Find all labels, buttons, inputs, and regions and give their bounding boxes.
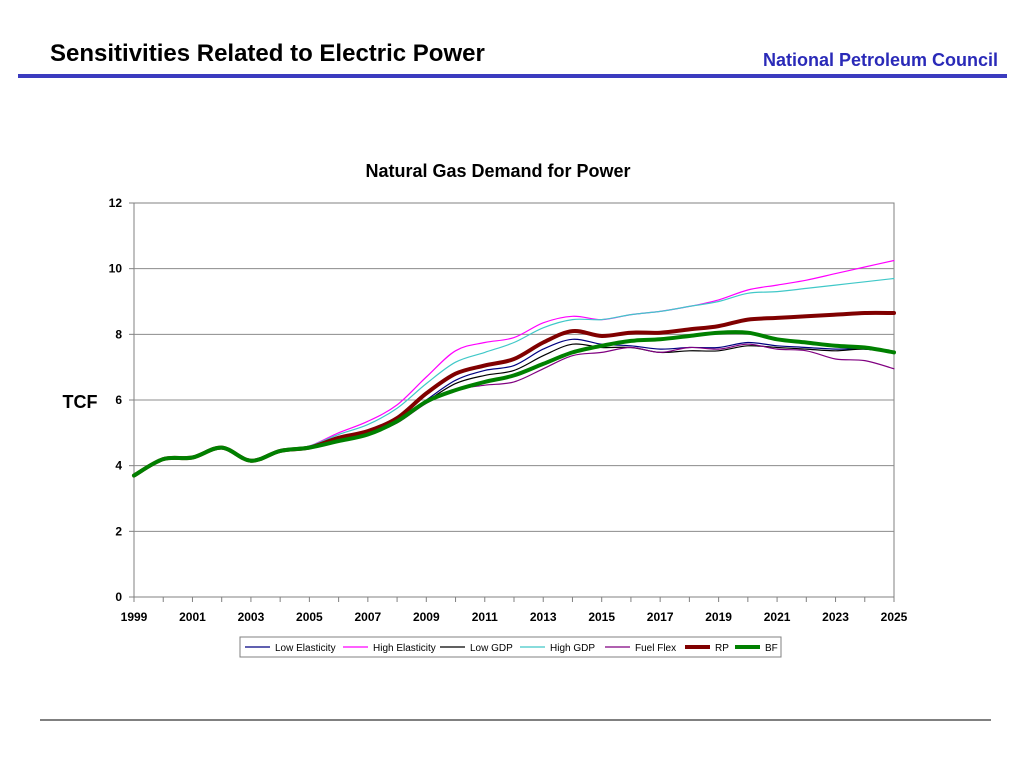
x-tick-label: 2011: [472, 610, 498, 624]
chart-title: Natural Gas Demand for Power: [365, 161, 630, 181]
x-tick-label: 2003: [238, 610, 265, 624]
x-tick-label: 1999: [121, 610, 148, 624]
legend-label-high-elasticity: High Elasticity: [373, 643, 436, 654]
series-line-bf: [132, 330, 896, 478]
y-tick-label: 6: [115, 393, 122, 407]
header-rule: [18, 74, 1007, 78]
x-tick-label: 2021: [764, 610, 791, 624]
y-axis-label: TCF: [63, 392, 98, 412]
x-tick-label: 2025: [881, 610, 908, 624]
slide-title: Sensitivities Related to Electric Power: [50, 40, 485, 67]
y-tick-label: 2: [115, 524, 122, 538]
x-tick-label: 2023: [822, 610, 849, 624]
y-tick-label: 0: [115, 590, 122, 604]
x-tick-label: 2019: [705, 610, 732, 624]
legend-label-fuel-flex: Fuel Flex: [635, 643, 676, 654]
organization-name: National Petroleum Council: [762, 50, 998, 70]
y-tick-label: 12: [109, 196, 123, 210]
x-tick-label: 2015: [588, 610, 615, 624]
legend-label-rp: RP: [715, 643, 729, 654]
legend-box: [239, 636, 782, 658]
x-tick-label: 2009: [413, 610, 440, 624]
legend-label-bf: BF: [765, 643, 778, 654]
x-tick-label: 2001: [179, 610, 206, 624]
legend-label-low-gdp: Low GDP: [470, 643, 513, 654]
x-tick-label: 2017: [647, 610, 674, 624]
y-tick-label: 10: [109, 262, 123, 276]
x-tick-label: 2013: [530, 610, 557, 624]
y-tick-label: 4: [115, 459, 122, 473]
legend-label-low-elasticity: Low Elasticity: [275, 643, 336, 654]
x-tick-label: 2007: [354, 610, 381, 624]
y-tick-label: 8: [115, 327, 122, 341]
legend-label-high-gdp: High GDP: [550, 643, 595, 654]
x-tick-label: 2005: [296, 610, 323, 624]
footer-rule: [40, 719, 991, 721]
